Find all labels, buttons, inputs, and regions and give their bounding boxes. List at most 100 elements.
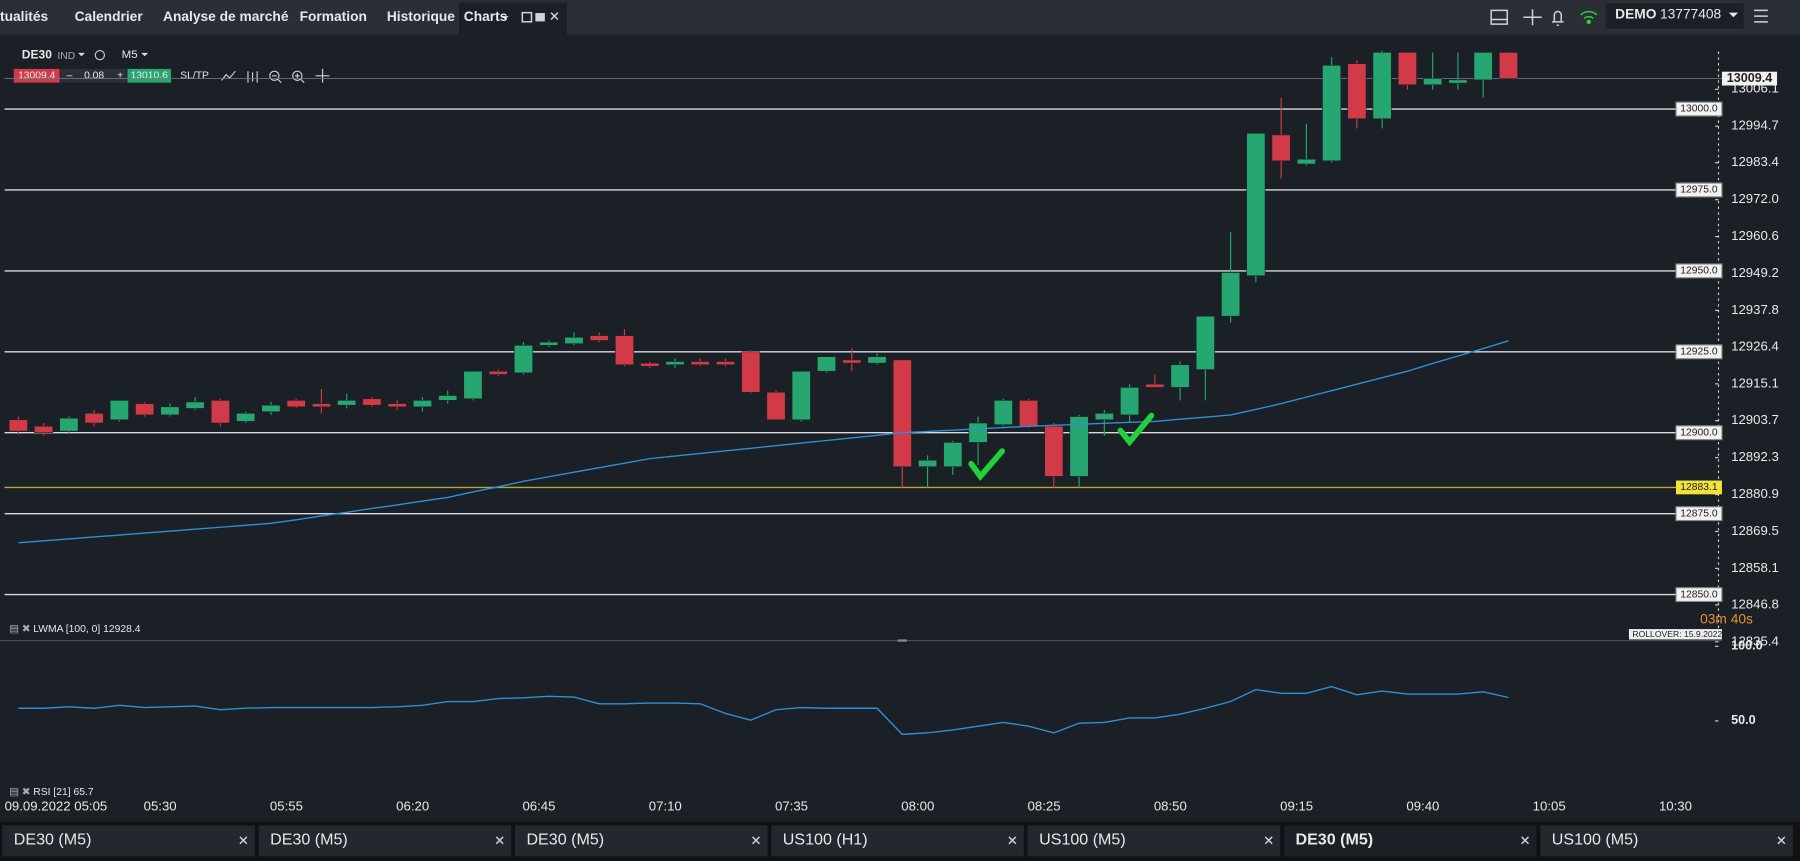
- plus[interactable]: +: [117, 71, 123, 82]
- candle-body: [210, 400, 230, 424]
- x-tick-label: 07:10: [649, 799, 682, 814]
- candle-body: [1322, 65, 1342, 162]
- bottom-tabs: DE30 (M5) DE30 (M5) DE30 (M5) US100 (H1) US1…: [2, 825, 1793, 857]
- level-label: 13000.0: [1680, 104, 1718, 115]
- lwma-line: [18, 340, 1509, 544]
- y-tick-label: 12994.7: [1731, 118, 1779, 133]
- bottom-tab-label[interactable]: US100 (M5): [1039, 831, 1126, 849]
- bottom-tab-label[interactable]: DE30 (M5): [270, 831, 348, 849]
- candle-body: [236, 413, 256, 422]
- candle-body: [766, 391, 786, 421]
- nav-tab[interactable]: Charts: [464, 9, 508, 24]
- bottom-tab[interactable]: [1027, 825, 1281, 857]
- level-label: 12975.0: [1680, 185, 1718, 196]
- rollover-box: [1628, 629, 1722, 640]
- candle-body: [513, 345, 533, 374]
- candle-body: [1044, 425, 1064, 477]
- candle-body: [564, 336, 584, 344]
- level-label-box: [1675, 425, 1723, 441]
- account-box[interactable]: [1605, 3, 1744, 29]
- level-label-box: [1675, 344, 1723, 360]
- panel-resize-handle[interactable]: [897, 639, 907, 642]
- minus[interactable]: –: [67, 71, 73, 82]
- rsi-tick-label: 100.0: [1731, 639, 1763, 653]
- current-price-label: 13009.4: [1727, 71, 1773, 85]
- candle-body: [1296, 158, 1316, 165]
- candle-body: [337, 400, 357, 406]
- symbol-dropdown[interactable]: [78, 52, 85, 57]
- bottom-tab-label[interactable]: DE30 (M5): [1295, 831, 1373, 849]
- candle-body: [8, 419, 28, 432]
- bottom-tab-close[interactable]: [239, 836, 248, 845]
- y-tick-label: 12926.4: [1731, 339, 1779, 354]
- sell-button[interactable]: [13, 68, 60, 83]
- bottom-tab[interactable]: [2, 825, 255, 857]
- bottom-tab-close[interactable]: [1008, 836, 1017, 845]
- level-label-box: [1675, 101, 1723, 117]
- x-tick-label: 05:30: [144, 799, 177, 814]
- timeframe[interactable]: M5: [122, 49, 138, 61]
- candle-body: [286, 400, 306, 408]
- check-mark: [968, 448, 1006, 482]
- bottom-tab[interactable]: [1283, 825, 1537, 857]
- candle-body: [412, 400, 432, 408]
- candle-body: [1448, 79, 1468, 84]
- tab-dropdown[interactable]: [501, 16, 509, 20]
- bottom-tab-label[interactable]: DE30 (M5): [526, 831, 604, 849]
- y-tick-label: 12858.1: [1731, 560, 1779, 575]
- level-label-box: [1675, 263, 1723, 279]
- nav-tab[interactable]: Formation: [300, 9, 367, 24]
- level-label-box: [1675, 182, 1723, 198]
- bottom-tab[interactable]: [514, 825, 768, 857]
- y-tick-label: 12869.5: [1731, 523, 1779, 538]
- candle-body: [640, 362, 660, 367]
- candle-body: [1019, 400, 1039, 427]
- candle-body: [968, 422, 988, 443]
- y-tick-label: 12937.8: [1731, 302, 1779, 317]
- indicator-icons[interactable]: ▤ ✖: [9, 787, 30, 798]
- x-tick-label: 08:25: [1028, 799, 1061, 814]
- indicator-icons[interactable]: ▤ ✖: [9, 624, 30, 635]
- bottom-tab-close[interactable]: [495, 836, 504, 845]
- buy-button[interactable]: [127, 68, 172, 83]
- timeframe-dropdown[interactable]: [141, 52, 149, 57]
- bottom-tab-label[interactable]: US100 (H1): [783, 831, 868, 849]
- info-icon[interactable]: [94, 49, 106, 61]
- bottom-tab-close[interactable]: [1521, 836, 1530, 845]
- account-number: 13777408: [1660, 7, 1722, 22]
- level-label-box: [1675, 506, 1723, 522]
- candle-body: [1423, 77, 1443, 86]
- candle-body: [993, 400, 1013, 425]
- current-price-box: [1721, 71, 1778, 86]
- bottom-tab-label[interactable]: US100 (M5): [1552, 831, 1639, 849]
- bottom-tab-close[interactable]: [752, 836, 761, 845]
- nav-tab[interactable]: Historique: [387, 9, 455, 24]
- top-bar: [0, 0, 1800, 35]
- candle-body: [1397, 52, 1417, 86]
- active-tab-bg: [459, 2, 568, 35]
- bottom-tab-label[interactable]: DE30 (M5): [14, 831, 92, 849]
- bottom-tab[interactable]: [771, 825, 1024, 857]
- chart-tools[interactable]: [221, 68, 330, 84]
- candle-body: [1195, 315, 1215, 370]
- candle-body: [1372, 52, 1392, 120]
- nav-tab[interactable]: Calendrier: [75, 9, 144, 24]
- bottom-tab[interactable]: [258, 825, 512, 857]
- bottom-tab-close[interactable]: [1777, 836, 1786, 845]
- symbol[interactable]: DE30: [22, 47, 52, 61]
- candle-body: [1271, 134, 1291, 162]
- candle-body: [1347, 63, 1367, 120]
- account-dropdown[interactable]: [1728, 12, 1739, 18]
- nav-tab[interactable]: tualités: [0, 9, 49, 24]
- nav-tab[interactable]: Analyse de marché: [163, 9, 289, 24]
- bottom-tab-close[interactable]: [1264, 836, 1273, 845]
- candle-body: [615, 335, 634, 366]
- sltp[interactable]: SL/TP: [180, 71, 209, 82]
- volume-box[interactable]: [60, 68, 127, 83]
- y-tick-label: 12983.4: [1731, 154, 1779, 169]
- candle-body: [59, 417, 79, 432]
- y-tick-label: 12972.0: [1731, 191, 1779, 206]
- candle-body: [539, 341, 559, 346]
- bottom-tab[interactable]: [1540, 825, 1793, 857]
